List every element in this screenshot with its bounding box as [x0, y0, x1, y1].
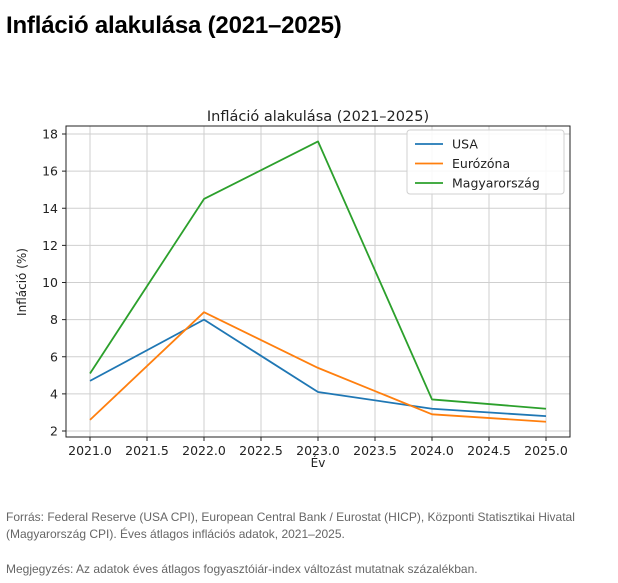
series-line-magyarország — [89, 140, 547, 410]
y-tick-label: 4 — [50, 386, 58, 401]
y-tick-label: 6 — [50, 349, 58, 364]
legend-label: Magyarország — [452, 176, 540, 191]
legend: USA Eurózóna Magyarország — [406, 129, 565, 195]
chart-canvas: Infláció alakulása (2021–2025) 2 4 6 8 10 12 1… — [15, 109, 571, 470]
source-note: Forrás: Federal Reserve (USA CPI), Europ… — [6, 510, 575, 541]
series-line-usa — [89, 318, 547, 418]
legend-box — [406, 129, 565, 195]
y-tick-label: 18 — [42, 127, 58, 142]
x-axis-label: Év — [311, 455, 326, 470]
x-tick-label: 2023.5 — [353, 443, 397, 458]
grid-lines — [66, 126, 570, 437]
y-tick-label: 8 — [50, 312, 58, 327]
x-tick-label: 2021.5 — [125, 443, 169, 458]
x-tick-label: 2024.0 — [410, 443, 454, 458]
y-tick-label: 10 — [42, 275, 58, 290]
y-tick-label: 16 — [42, 164, 58, 179]
x-tick-label: 2021.0 — [68, 443, 112, 458]
y-tick-label: 12 — [42, 238, 58, 253]
inflation-line-chart: Infláció alakulása (2021–2025) 2 4 6 8 10 12 1… — [0, 95, 618, 485]
legend-label: USA — [452, 137, 478, 152]
legend-label: Eurózóna — [452, 156, 510, 171]
x-tick-label: 2023.0 — [296, 443, 340, 458]
y-axis-ticks: 2 4 6 8 10 12 14 16 18 — [42, 127, 66, 439]
x-tick-label: 2024.5 — [467, 443, 511, 458]
page-title: Infláció alakulása (2021–2025) — [6, 12, 342, 39]
x-axis-ticks: 2021.0 2021.5 2022.0 2022.5 2023.0 2023.5 2024… — [68, 437, 568, 458]
series-line-eurózóna — [89, 311, 547, 423]
methodology-note: Megjegyzés: Az adatok éves átlagos fogya… — [6, 562, 478, 576]
y-axis-label: Infláció (%) — [15, 248, 29, 316]
x-tick-label: 2022.5 — [239, 443, 283, 458]
x-tick-label: 2025.0 — [524, 443, 568, 458]
x-tick-label: 2022.0 — [182, 443, 226, 458]
chart-title: Infláció alakulása (2021–2025) — [207, 109, 429, 125]
y-tick-label: 14 — [42, 201, 58, 216]
data-lines — [89, 140, 547, 423]
y-tick-label: 2 — [50, 424, 58, 439]
